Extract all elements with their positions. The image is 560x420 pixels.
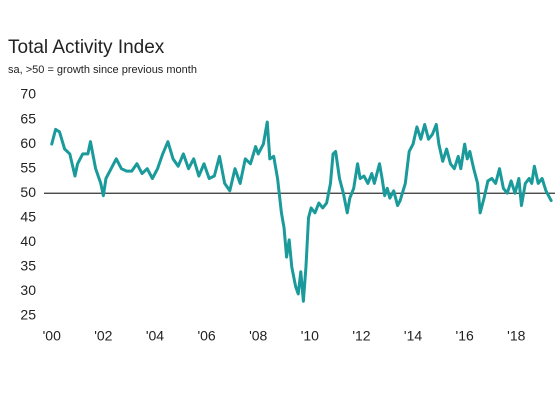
x-tick-label: '02	[94, 328, 112, 344]
x-tick-label: '16	[456, 328, 474, 344]
y-tick-label: 40	[20, 233, 36, 249]
x-tick-label: '06	[197, 328, 215, 344]
x-tick-label: '14	[404, 328, 422, 344]
chart-subtitle: sa, >50 = growth since previous month	[8, 64, 197, 76]
y-tick-label: 65	[20, 110, 36, 126]
y-tick-label: 60	[20, 135, 36, 151]
data-line	[50, 120, 553, 303]
y-tick-label: 25	[20, 307, 36, 323]
x-tick-label: '10	[301, 328, 319, 344]
x-tick-label: '12	[352, 328, 370, 344]
chart-title: Total Activity Index	[8, 37, 165, 58]
x-tick-label: '04	[146, 328, 164, 344]
x-tick-label: '18	[507, 328, 525, 344]
x-tick-label: '08	[249, 328, 267, 344]
y-tick-label: 30	[20, 282, 36, 298]
y-tick-label: 45	[20, 208, 36, 224]
y-tick-label: 50	[20, 184, 36, 200]
y-tick-label: 35	[20, 258, 36, 274]
x-tick-label: '00	[43, 328, 61, 344]
y-tick-label: 55	[20, 159, 36, 175]
y-tick-label: 70	[20, 86, 36, 102]
